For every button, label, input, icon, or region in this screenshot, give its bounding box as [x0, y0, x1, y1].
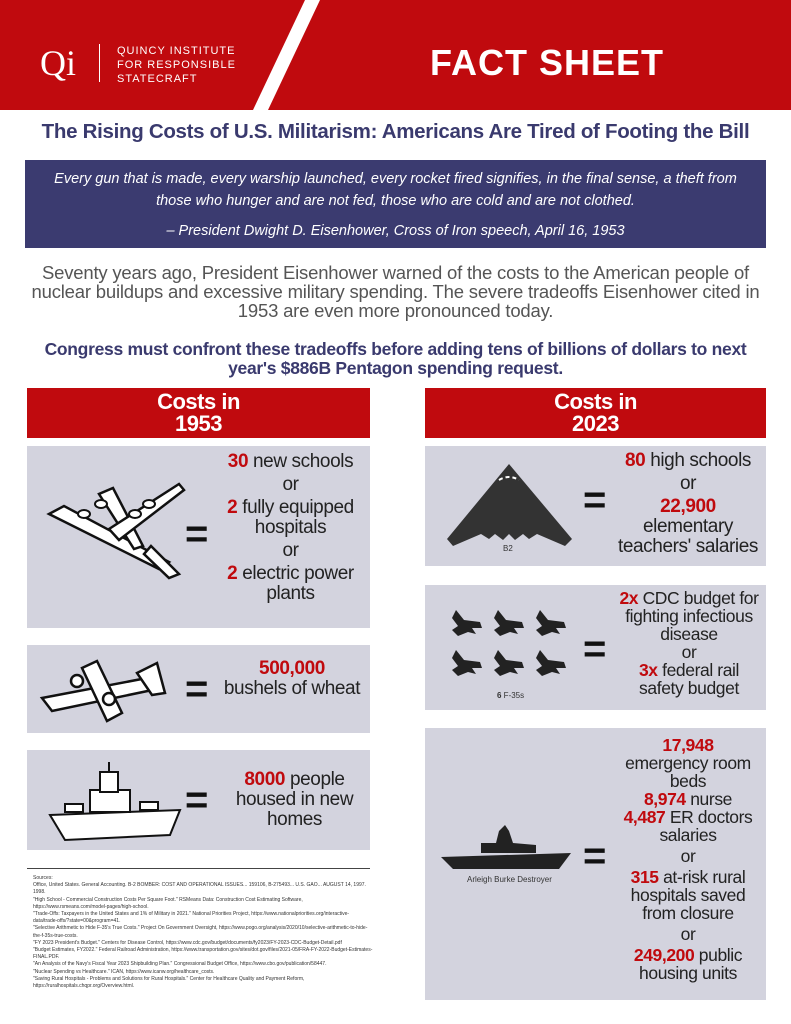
value-label: federal rail safety budget — [639, 660, 740, 698]
or-text: or — [679, 473, 697, 494]
value-label: nurse — [685, 789, 733, 809]
f35-jets-icon — [452, 610, 566, 676]
panel-bomber: = 30 new schools or 2 fully equipped hos… — [27, 446, 370, 628]
equals-sign: = — [185, 667, 209, 711]
destroyer-ship-icon — [441, 825, 571, 869]
logo-divider — [99, 44, 100, 82]
value-label: people housed in new homes — [235, 769, 354, 830]
panel-fighter: = 500,000 bushels of wheat — [27, 645, 370, 733]
source-item: "Trade-Offs: Taxpayers in the United Sta… — [33, 911, 350, 925]
value-label: public housing units — [639, 945, 743, 983]
value-number: 315 — [630, 867, 659, 887]
source-item: "An Analysis of the Navy's Fiscal Year 2… — [33, 961, 327, 968]
b2-caption: B2 — [503, 544, 513, 553]
value-label: CDC budget for fighting infectious disea… — [625, 588, 759, 644]
panel-f35: 6 F-35s = 2x CDC budget for fighting inf… — [425, 585, 766, 710]
equivalents-text: 2x CDC budget for fighting infectious di… — [615, 589, 763, 697]
or-text: or — [282, 474, 299, 495]
value-number: 30 — [227, 451, 249, 472]
heading-line: Costs in — [157, 389, 240, 414]
heading-line: 2023 — [572, 411, 619, 436]
caption-text: F-35s — [501, 691, 525, 700]
quote-box: Every gun that is made, every warship la… — [25, 160, 766, 248]
panel-b2: B2 = 80 high schools or 22,900 elementary… — [425, 446, 766, 566]
equivalents-text: 80 high schools or 22,900 elementary teac… — [613, 451, 763, 557]
fact-sheet-label: FACT SHEET — [430, 42, 665, 83]
value-label: elementary teachers' salaries — [617, 516, 759, 557]
value-number: 8000 — [244, 769, 286, 790]
panel-battleship: = 8000 people housed in new homes — [27, 750, 370, 850]
fighter-plane-icon — [39, 659, 167, 723]
org-line: STATECRAFT — [117, 73, 198, 85]
or-text: or — [282, 540, 299, 561]
value-label: emergency room beds — [625, 753, 751, 791]
source-item: "Selective Arithmetic to Hide F-35's Tru… — [33, 925, 368, 939]
source-item: "Saving Rural Hospitals - Problems and S… — [33, 975, 305, 990]
sources-list: Sources: Office, United States. General … — [33, 875, 373, 990]
value-number: 249,200 — [633, 945, 695, 965]
source-item: "Budget Estimates, FY2022." Federal Rail… — [33, 947, 373, 961]
source-item: Office, United States. General Accountin… — [33, 882, 366, 896]
value-number: 2x — [619, 588, 639, 608]
equals-sign: = — [185, 778, 209, 822]
value-number: 3x — [638, 660, 658, 680]
equivalents-text: 500,000 bushels of wheat — [222, 659, 362, 699]
sources-heading: Sources: — [33, 875, 53, 881]
value-number: 2 — [227, 497, 238, 518]
b2-bomber-icon — [447, 464, 572, 546]
value-label: ER doctors salaries — [659, 807, 753, 845]
or-text: or — [680, 924, 696, 944]
panel-destroyer: Arleigh Burke Destroyer = 17,948 emergenc… — [425, 728, 766, 1000]
bomber-plane-icon — [46, 482, 186, 580]
value-number: 500,000 — [259, 658, 325, 679]
f35-caption: 6 F-35s — [497, 691, 524, 700]
source-item: "Nuclear Spending vs Healthcare." ICAN, … — [33, 968, 215, 975]
equals-sign: = — [185, 512, 209, 556]
caption-number: 6 — [497, 691, 502, 700]
value-number: 8,974 — [643, 789, 686, 809]
equals-sign: = — [583, 834, 607, 878]
equivalents-text: 17,948 emergency room beds 8,974 nurse 4,… — [613, 736, 763, 982]
value-number: 22,900 — [660, 496, 716, 517]
value-label: bushels of wheat — [223, 678, 361, 699]
equivalents-text: 30 new schools or 2 fully equipped hospi… — [213, 452, 368, 604]
heading-line: Costs in — [554, 389, 637, 414]
equals-sign: = — [583, 627, 607, 671]
header-banner: Qi QUINCY INSTITUTE FOR RESPONSIBLE STAT… — [0, 0, 791, 110]
battleship-icon — [48, 762, 182, 842]
source-item: "High School - Commercial Construction C… — [33, 896, 303, 910]
value-label: electric power plants — [237, 563, 354, 604]
equivalents-text: 8000 people housed in new homes — [222, 770, 367, 830]
org-line: QUINCY INSTITUTE — [117, 45, 236, 57]
heading-costs-2023: Costs in 2023 — [425, 388, 766, 438]
diagonal-divider — [253, 0, 320, 110]
or-text: or — [680, 846, 696, 866]
destroyer-caption: Arleigh Burke Destroyer — [467, 875, 552, 884]
heading-line: 1953 — [175, 411, 222, 436]
value-label: new schools — [248, 451, 354, 472]
quote-text: Every gun that is made, every warship la… — [54, 171, 737, 209]
org-line: FOR RESPONSIBLE — [117, 59, 236, 71]
value-label: high schools — [645, 450, 752, 471]
quote-attribution: – President Dwight D. Eisenhower, Cross … — [166, 223, 625, 239]
equals-sign: = — [583, 478, 607, 522]
value-number: 80 — [624, 450, 646, 471]
value-label: at-risk rural hospitals saved from closu… — [630, 867, 746, 923]
value-label: fully equipped hospitals — [237, 497, 354, 538]
source-item: "FY 2023 President's Budget." Centers fo… — [33, 939, 342, 946]
intro-paragraph: Seventy years ago, President Eisenhower … — [31, 262, 760, 321]
value-number: 2 — [227, 563, 238, 584]
value-number: 17,948 — [662, 735, 714, 755]
value-number: 4,487 — [623, 807, 666, 827]
org-name: QUINCY INSTITUTE FOR RESPONSIBLE STATECR… — [117, 44, 236, 86]
call-to-action: Congress must confront these tradeoffs b… — [44, 339, 747, 378]
sources-divider — [27, 868, 370, 869]
logo-mark: Qi — [40, 43, 76, 83]
or-text: or — [681, 642, 697, 662]
page-title: The Rising Costs of U.S. Militarism: Ame… — [41, 120, 750, 143]
heading-costs-1953: Costs in 1953 — [27, 388, 370, 438]
